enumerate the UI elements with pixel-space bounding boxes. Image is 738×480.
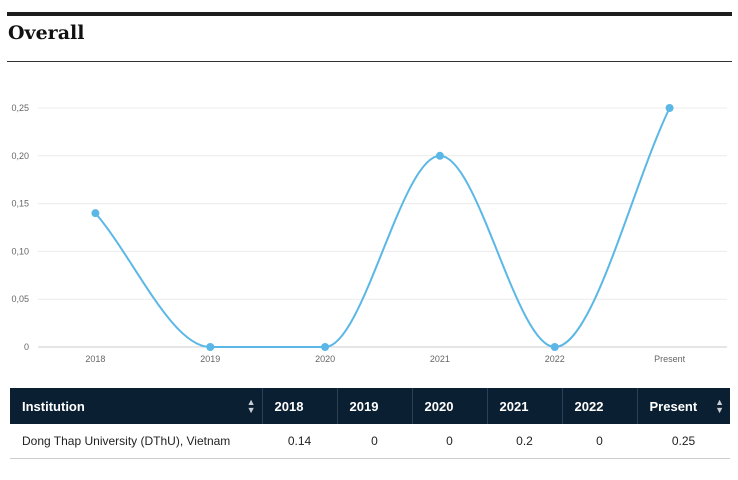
table-cell: 0.14 — [262, 424, 337, 459]
data-point — [206, 343, 215, 351]
column-header-2021: 2021 — [486, 388, 562, 424]
sort-icon[interactable]: ▲ ▼ — [246, 397, 256, 415]
column-header-label: Institution — [22, 398, 85, 414]
column-header-label: Present — [649, 398, 698, 414]
column-header-present[interactable]: Present ▲ ▼ — [636, 388, 730, 424]
x-tick-label: 2021 — [430, 354, 450, 364]
y-tick-label: 0,05 — [11, 294, 29, 304]
table-header-row: Institution ▲ ▼ 2018 2019 2020 2021 2022 … — [10, 388, 730, 424]
table-cell: 0 — [337, 424, 412, 459]
x-tick-label: 2018 — [85, 354, 105, 364]
column-header-label: 2021 — [499, 398, 529, 414]
column-header-institution[interactable]: Institution ▲ ▼ — [10, 388, 262, 424]
column-header-2020: 2020 — [411, 388, 487, 424]
data-table: Institution ▲ ▼ 2018 2019 2020 2021 2022 … — [10, 388, 730, 459]
column-header-2022: 2022 — [561, 388, 637, 424]
top-rule — [7, 12, 732, 16]
title-divider — [7, 61, 732, 62]
series-line — [94, 107, 671, 349]
sort-icon[interactable]: ▲ ▼ — [715, 397, 724, 415]
table-cell: 0.2 — [487, 424, 562, 459]
column-header-label: 2018 — [274, 398, 304, 414]
column-header-2019: 2019 — [336, 388, 412, 424]
column-header-label: 2020 — [424, 398, 454, 414]
line-chart: 0 0,05 0,10 0,15 0,20 0,25 2018 2019 2020 2021 202… — [11, 103, 727, 364]
column-header-label: 2019 — [349, 398, 379, 414]
x-tick-label: 2022 — [545, 354, 565, 364]
data-point — [665, 104, 674, 112]
table-cell: 0 — [412, 424, 487, 459]
data-point — [91, 209, 100, 218]
table-cell: 0.25 — [637, 424, 730, 459]
x-tick-label: Present — [654, 354, 686, 364]
table-row: Dong Thap University (DThU), Vietnam 0.1… — [10, 424, 730, 459]
y-tick-label: 0,20 — [11, 151, 29, 161]
data-point — [550, 343, 559, 351]
y-tick-label: 0,25 — [11, 103, 29, 113]
x-tick-label: 2020 — [315, 354, 335, 364]
data-point — [435, 151, 444, 160]
x-tick-label: 2019 — [200, 354, 220, 364]
y-tick-label: 0,15 — [11, 199, 29, 209]
column-header-2018: 2018 — [261, 388, 337, 424]
y-tick-label: 0,10 — [11, 246, 29, 256]
page-title: Overall — [8, 22, 85, 44]
column-header-label: 2022 — [574, 398, 604, 414]
table-cell: 0 — [562, 424, 637, 459]
data-point — [321, 343, 330, 351]
y-tick-label: 0 — [24, 342, 29, 352]
table-cell-institution: Dong Thap University (DThU), Vietnam — [10, 424, 262, 459]
